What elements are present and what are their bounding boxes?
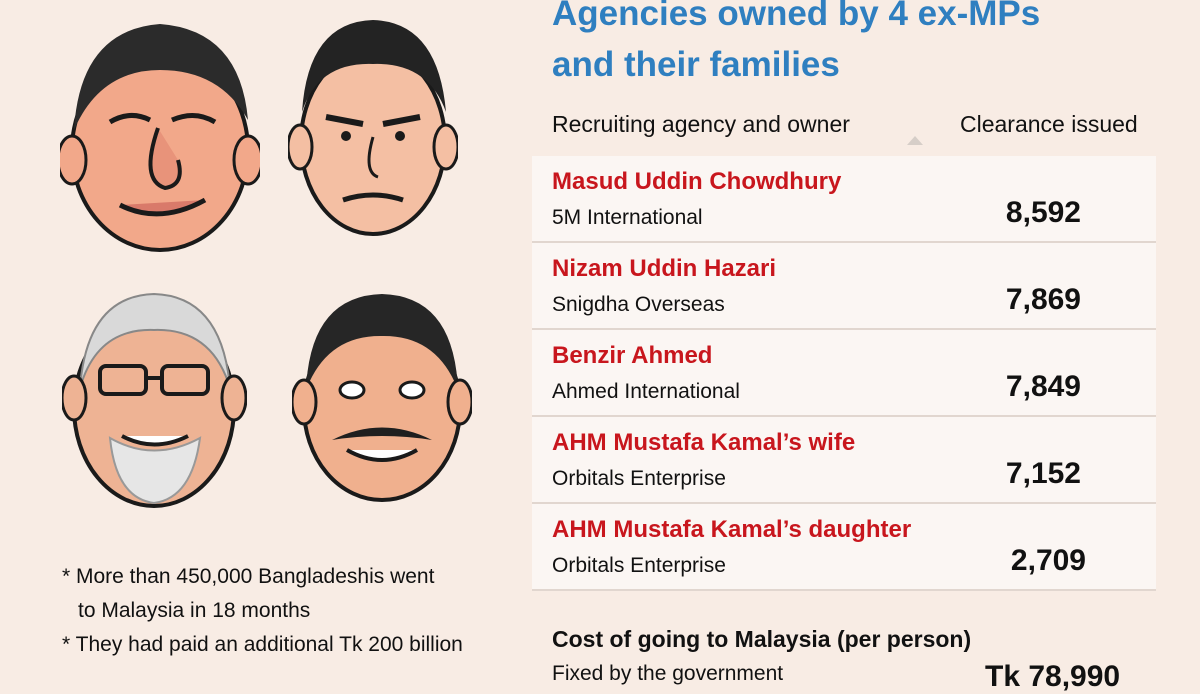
table-row: Benzir Ahmed Ahmed International 7,849 — [532, 330, 1156, 417]
clearance-value: 2,709 — [1010, 544, 1086, 577]
owner-name: Nizam Uddin Hazari — [552, 255, 777, 282]
pointer-triangle-icon — [907, 136, 923, 145]
owner-name: Masud Uddin Chowdhury — [552, 168, 842, 195]
page-title: Agencies owned by 4 ex-MPs and their fam… — [552, 0, 1192, 90]
clearance-value: 7,869 — [1005, 283, 1081, 316]
clearance-value: 7,849 — [1005, 370, 1081, 403]
owner-name: AHM Mustafa Kamal’s wife — [552, 429, 856, 456]
table-row: Masud Uddin Chowdhury 5M International 8,5… — [532, 156, 1156, 243]
agency-name: Ahmed International — [552, 380, 740, 403]
agency-table: Masud Uddin Chowdhury 5M International 8,5… — [532, 156, 1156, 591]
footnotes: * More than 450,000 Bangladeshis went to… — [62, 560, 463, 662]
clearance-value: 7,152 — [1005, 457, 1081, 490]
agency-name: Orbitals Enterprise — [552, 554, 726, 577]
footnote-1: * More than 450,000 Bangladeshis went — [62, 565, 435, 588]
caricature-face-2 — [288, 20, 458, 236]
agency-name: Snigdha Overseas — [552, 293, 725, 316]
title-line-2: and their families — [552, 45, 840, 84]
caricature-face-4 — [292, 294, 472, 502]
footnote-2: * They had paid an additional Tk 200 bil… — [62, 633, 463, 656]
caricature-face-1 — [60, 24, 260, 252]
caricature-face-3 — [62, 292, 247, 508]
clearance-value: 8,592 — [1005, 196, 1081, 229]
cost-line-label: Fixed by the government — [552, 662, 784, 685]
cost-line-value: Tk 78,990 — [985, 660, 1121, 693]
table-row: Nizam Uddin Hazari Snigdha Overseas 7,869 — [532, 243, 1156, 330]
caricatures-panel: * More than 450,000 Bangladeshis went to… — [0, 0, 520, 674]
agency-name: Orbitals Enterprise — [552, 467, 726, 490]
owner-name: AHM Mustafa Kamal’s daughter — [552, 516, 912, 543]
column-header-agency: Recruiting agency and owner — [552, 111, 850, 137]
table-row: AHM Mustafa Kamal’s daughter Orbitals Ent… — [532, 504, 1156, 591]
title-line-1: Agencies owned by 4 ex-MPs — [552, 0, 1041, 33]
owner-name: Benzir Ahmed — [552, 342, 713, 369]
agency-name: 5M International — [552, 206, 703, 229]
footnote-1-continued: to Malaysia in 18 months — [78, 599, 311, 622]
table-row: AHM Mustafa Kamal’s wife Orbitals Enterpr… — [532, 417, 1156, 504]
cost-section-title: Cost of going to Malaysia (per person) — [552, 626, 972, 652]
column-header-clearance: Clearance issued — [960, 111, 1138, 137]
